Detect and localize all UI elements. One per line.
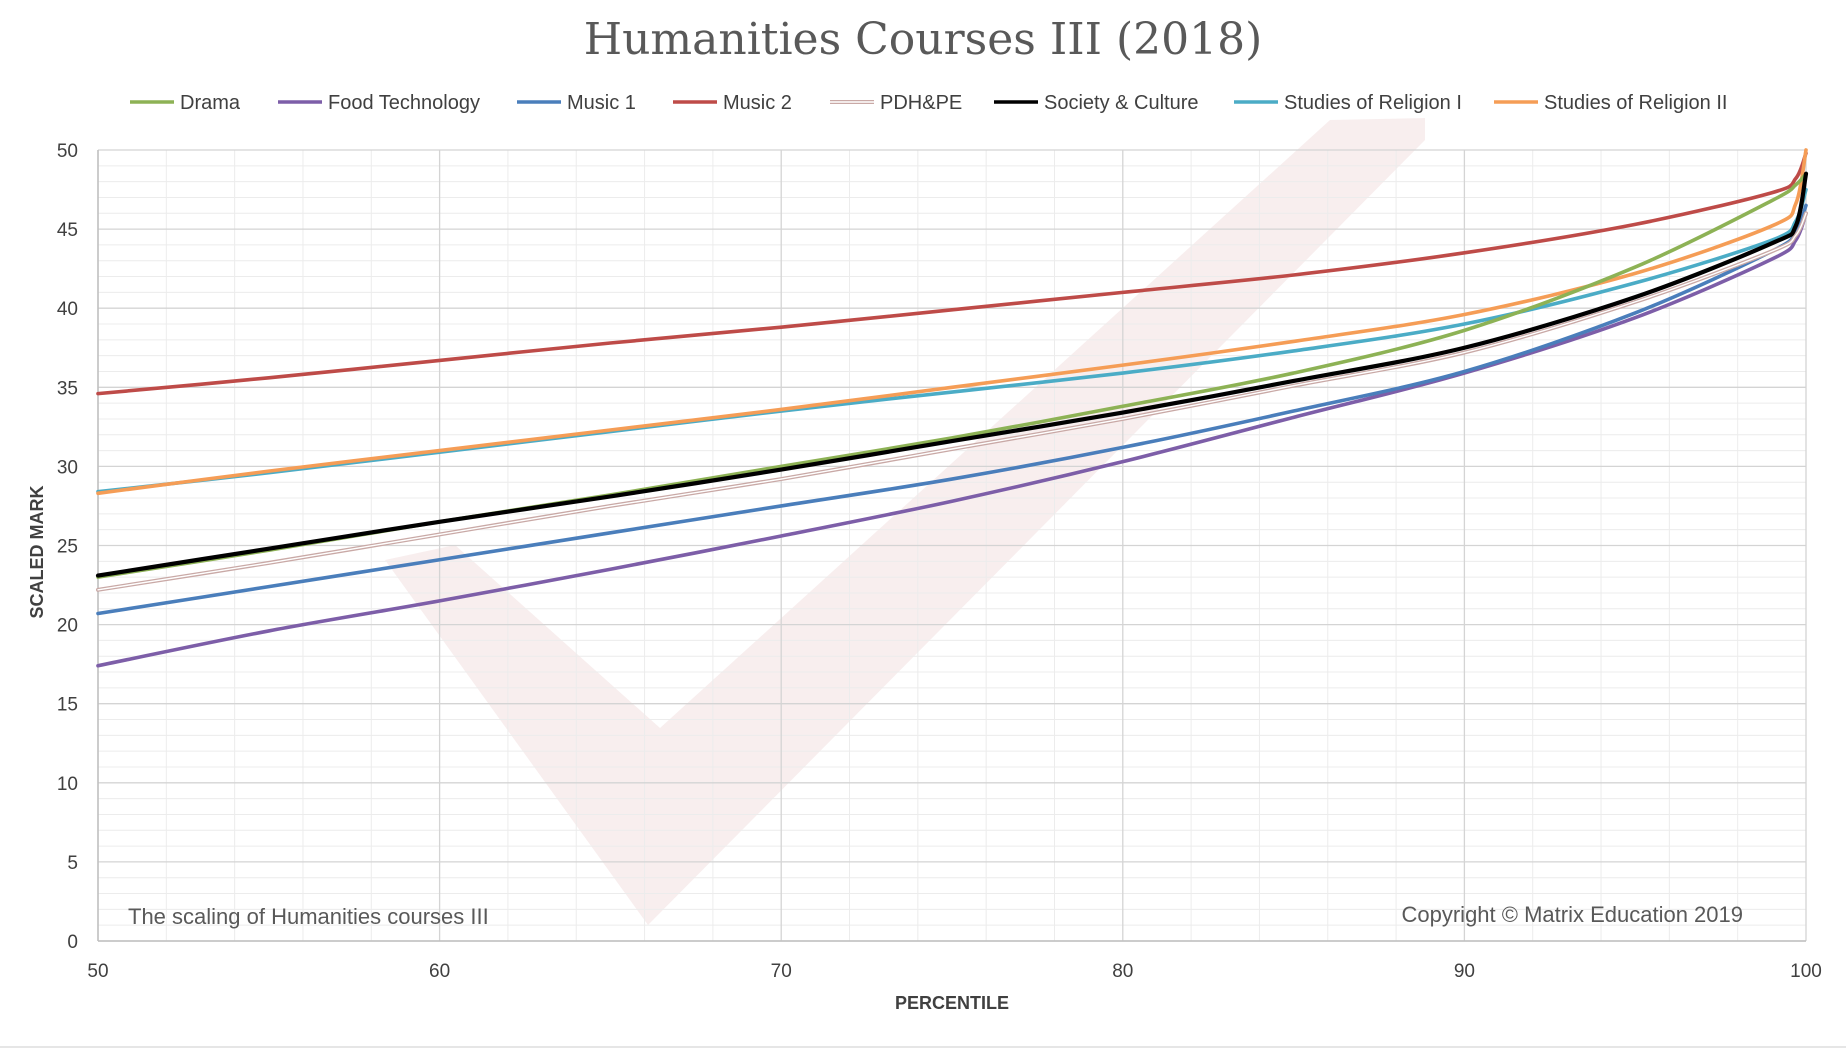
legend-label: Drama [180,92,241,114]
legend-item-pdhandpe: PDH&PE [830,92,962,114]
legend-label: Food Technology [328,92,480,114]
legend-item-food-technology: Food Technology [278,92,480,114]
series-line-food-technology [96,211,1808,668]
legend-label: Studies of Religion I [1284,92,1462,114]
y-tick-label: 10 [57,774,78,795]
x-axis-title: PERCENTILE [895,993,1009,1013]
y-tick-label: 0 [67,932,78,953]
copyright-note: Copyright © Matrix Education 2019 [1402,902,1744,927]
y-tick-label: 50 [57,141,78,162]
series-line-pdhandpe-inner [97,212,1807,591]
chart-annotation-left: The scaling of Humanities courses III [128,904,489,929]
legend-label: Music 2 [723,92,792,114]
series-line-music-1 [96,203,1808,616]
x-tick-label: 90 [1454,961,1475,982]
legend-item-studies-of-religion-i: Studies of Religion I [1234,92,1462,114]
y-tick-label: 20 [57,616,78,637]
legend-item-society-and-culture: Society & Culture [994,92,1199,114]
legend-item-studies-of-religion-ii: Studies of Religion II [1494,92,1727,114]
series-line-studies-of-religion-ii [96,148,1808,496]
legend: Drama Food Technology Music 1 Music 2 PDH&PE… [130,92,1727,114]
y-tick-label: 30 [57,457,78,478]
legend-label: Studies of Religion II [1544,92,1727,114]
checkmark-watermark-icon [385,118,1425,925]
x-tick-label: 70 [771,961,792,982]
x-tick-label: 100 [1790,961,1822,982]
y-tick-labels: 0 5 10 15 20 25 30 35 40 45 50 [57,141,78,953]
y-axis-title: SCALED MARK [27,486,47,619]
y-tick-label: 5 [67,853,78,874]
legend-item-music-1: Music 1 [517,92,636,114]
legend-label: PDH&PE [880,92,962,114]
major-gridlines [97,149,1807,942]
y-tick-label: 35 [57,378,78,399]
y-tick-label: 15 [57,695,78,716]
legend-label: Music 1 [567,92,636,114]
series-line-society-and-culture [95,171,1809,578]
series-lines [95,148,1809,668]
x-tick-labels: 50 60 70 80 90 100 [87,961,1821,982]
legend-item-drama: Drama [130,92,241,114]
x-tick-label: 60 [429,961,450,982]
series-line-music-2 [96,151,1808,396]
y-tick-label: 40 [57,299,78,320]
series-line-studies-of-religion-i [96,187,1808,494]
chart-title: Humanities Courses III (2018) [584,14,1263,65]
legend-label: Society & Culture [1044,92,1199,114]
x-tick-label: 50 [87,961,108,982]
legend-item-music-2: Music 2 [673,92,792,114]
x-tick-label: 80 [1112,961,1133,982]
bottom-divider [0,1046,1846,1048]
y-tick-label: 45 [57,220,78,241]
y-tick-label: 25 [57,537,78,558]
